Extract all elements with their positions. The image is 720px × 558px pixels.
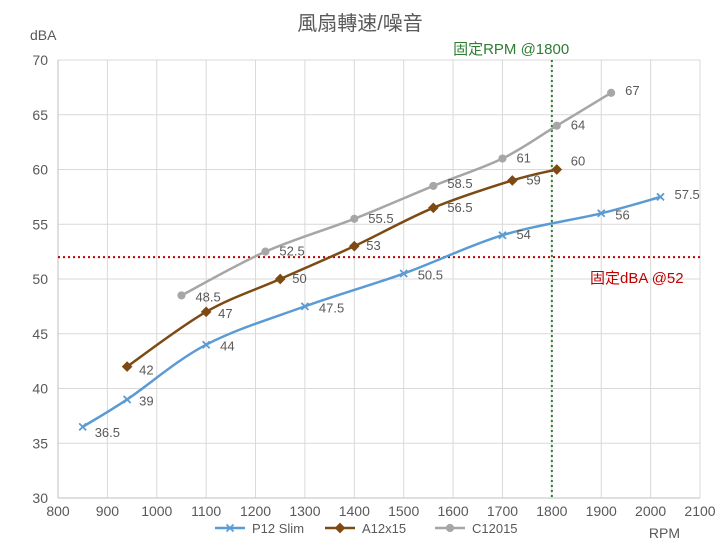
- data-label: 48.5: [195, 289, 220, 304]
- vline-label: 固定RPM @1800: [453, 41, 569, 58]
- data-label: 44: [220, 339, 234, 354]
- data-label: 42: [139, 363, 153, 378]
- data-label: 64: [571, 118, 585, 133]
- data-label: 59: [526, 172, 540, 187]
- y-tick-label: 55: [32, 216, 48, 232]
- data-label: 56.5: [447, 200, 472, 215]
- data-label: 50: [292, 271, 306, 286]
- data-marker: [499, 155, 506, 162]
- x-tick-label: 1500: [388, 503, 419, 519]
- x-tick-label: 1300: [289, 503, 320, 519]
- x-tick-label: 1900: [586, 503, 617, 519]
- x-tick-label: 1400: [339, 503, 370, 519]
- y-tick-label: 35: [32, 435, 48, 451]
- data-label: 50.5: [418, 268, 443, 283]
- data-label: 55.5: [368, 211, 393, 226]
- data-label: 47.5: [319, 300, 344, 315]
- data-label: 61: [516, 151, 530, 166]
- data-label: 47: [218, 306, 232, 321]
- legend-label: P12 Slim: [252, 521, 304, 536]
- x-tick-label: 1600: [437, 503, 468, 519]
- data-label: 67: [625, 83, 639, 98]
- data-marker: [351, 215, 358, 222]
- chart-title: 風扇轉速/噪音: [297, 12, 423, 35]
- data-label: 39: [139, 393, 153, 408]
- y-tick-label: 40: [32, 381, 48, 397]
- chart-container: { "chart": { "type": "line", "title": "風…: [0, 0, 720, 558]
- data-marker: [553, 122, 560, 129]
- data-marker: [262, 248, 269, 255]
- y-tick-label: 60: [32, 162, 48, 178]
- y-tick-label: 65: [32, 107, 48, 123]
- x-tick-label: 1700: [487, 503, 518, 519]
- y-tick-label: 30: [32, 490, 48, 506]
- y-tick-label: 50: [32, 271, 48, 287]
- data-label: 57.5: [674, 187, 699, 202]
- data-label: 52.5: [279, 244, 304, 259]
- data-marker: [430, 182, 437, 189]
- x-tick-label: 2000: [635, 503, 666, 519]
- data-label: 36.5: [95, 425, 120, 440]
- y-tick-label: 45: [32, 326, 48, 342]
- x-tick-label: 1100: [191, 503, 221, 519]
- data-label: 58.5: [447, 176, 472, 191]
- data-marker: [178, 292, 185, 299]
- data-label: 53: [366, 238, 380, 253]
- legend-label: A12x15: [362, 521, 406, 536]
- x-tick-label: 1800: [536, 503, 567, 519]
- x-axis-label: RPM: [649, 525, 680, 541]
- data-label: 60: [571, 154, 585, 169]
- x-tick-label: 800: [46, 503, 70, 519]
- data-label: 56: [615, 207, 629, 222]
- data-marker: [608, 89, 615, 96]
- x-tick-label: 2100: [684, 503, 715, 519]
- hline-label: 固定dBA @52: [590, 270, 684, 287]
- x-tick-label: 1200: [240, 503, 271, 519]
- x-tick-label: 1000: [141, 503, 172, 519]
- y-tick-label: 70: [32, 52, 48, 68]
- legend-label: C12015: [472, 521, 518, 536]
- x-tick-label: 900: [96, 503, 120, 519]
- y-axis-label: dBA: [30, 27, 57, 43]
- data-label: 54: [516, 227, 530, 242]
- fan-noise-chart: 800 900 1000 1100 1200 1300 1400 1500 1600 1700 18…: [0, 0, 720, 558]
